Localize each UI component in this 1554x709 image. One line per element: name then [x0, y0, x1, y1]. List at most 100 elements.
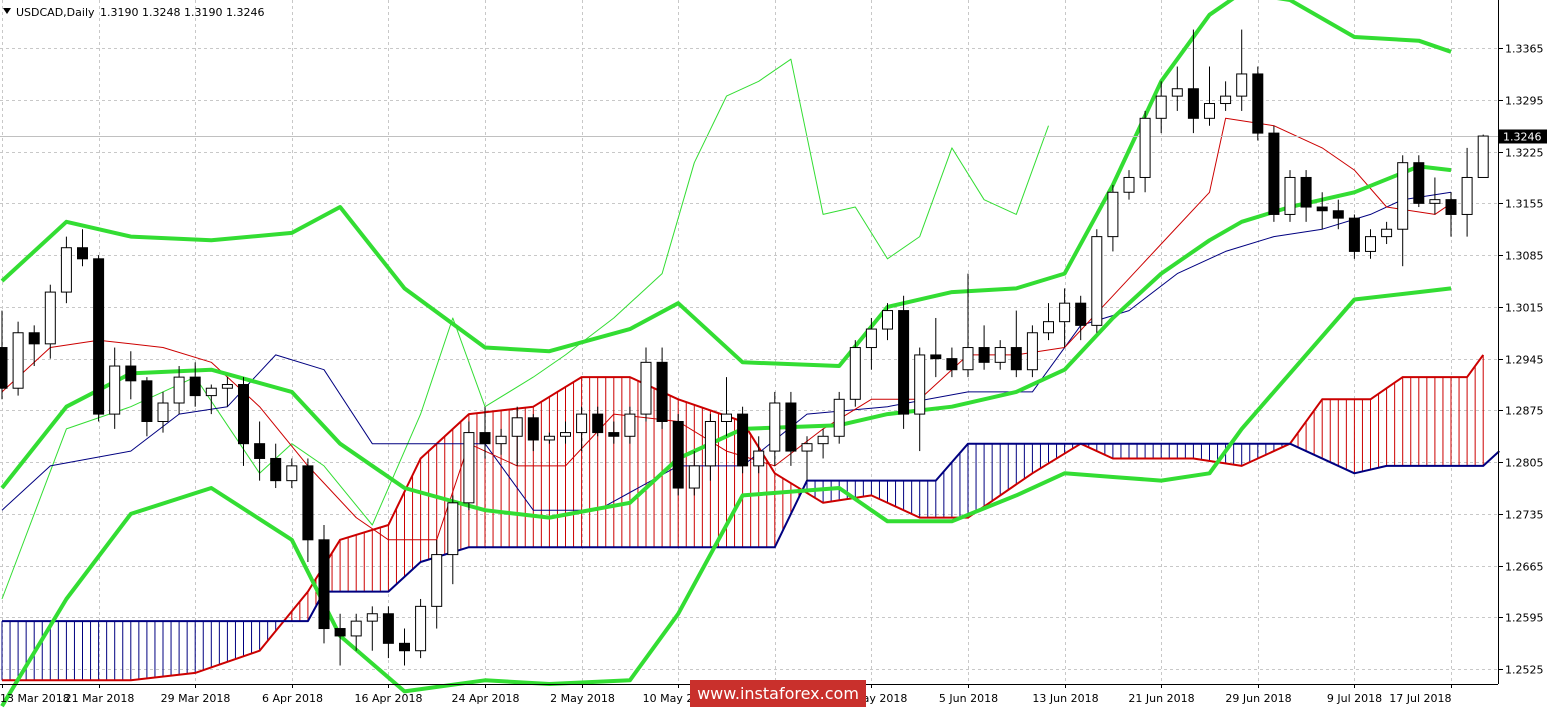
triangle-down-icon[interactable]	[3, 8, 11, 14]
candle-bearish	[1348, 214, 1360, 259]
senkou-span-a-line	[2, 354, 1485, 682]
candle-bullish	[688, 451, 700, 496]
candle-bullish	[865, 317, 877, 370]
candle-body	[125, 365, 137, 382]
candle-bearish	[77, 229, 88, 267]
candle-body	[447, 502, 459, 556]
candle-bearish	[672, 414, 684, 496]
candle-bullish	[1236, 29, 1248, 111]
candle-bearish	[1316, 192, 1328, 230]
candle-body	[366, 613, 378, 622]
y-tick-label: 1.2665	[1505, 561, 1544, 574]
candle-body	[0, 347, 8, 389]
y-tick-label: 1.2945	[1505, 354, 1544, 367]
candle-bullish	[1091, 229, 1103, 333]
candle-body	[1236, 73, 1248, 97]
candle-bullish	[833, 391, 845, 444]
y-tick-label: 1.2875	[1505, 405, 1544, 418]
x-tick-label: 29 Jun 2018	[1225, 692, 1291, 705]
candle-body	[1413, 162, 1425, 204]
candle-bullish	[286, 458, 298, 489]
candle-body	[656, 361, 668, 422]
candle-bearish	[1445, 192, 1457, 237]
candle-body	[1123, 176, 1135, 193]
candle-bullish	[1026, 325, 1038, 378]
candle-bearish	[592, 406, 604, 437]
candle-body	[1381, 228, 1393, 238]
candle-body	[1477, 135, 1489, 178]
watermark-text[interactable]: www.instaforex.com	[697, 684, 859, 703]
candle-body	[1348, 217, 1360, 252]
candle-bullish	[431, 539, 443, 629]
candle-bearish	[0, 310, 8, 400]
candle-bullish	[415, 598, 427, 659]
candle-body	[157, 402, 169, 422]
candle-body	[286, 465, 298, 482]
candle-bearish	[946, 347, 958, 378]
candle-bullish	[366, 606, 378, 651]
candle-body	[576, 413, 588, 434]
candle-body	[77, 247, 88, 260]
candle-body	[737, 413, 749, 467]
y-tick-label: 1.3365	[1505, 43, 1544, 56]
candle-body	[141, 380, 153, 422]
watermark[interactable]: www.instaforex.com	[690, 680, 866, 707]
candle-bearish	[1300, 170, 1312, 222]
candle-body	[1059, 302, 1071, 323]
candle-bullish	[704, 414, 716, 481]
candle-bearish	[318, 525, 330, 644]
candle-bullish	[60, 236, 72, 304]
candle-bullish	[1461, 147, 1473, 237]
candle-bullish	[221, 377, 233, 407]
candle-bullish	[1397, 155, 1409, 267]
candle-body	[1316, 206, 1328, 212]
candle-bullish	[1429, 177, 1441, 215]
candle-bullish	[1043, 303, 1054, 341]
candle-body	[640, 361, 652, 415]
y-tick-label: 1.2595	[1505, 612, 1544, 625]
candle-body	[1220, 95, 1232, 105]
candle-bearish	[930, 317, 942, 378]
candle-bullish	[1139, 110, 1151, 193]
y-tick-label: 1.3015	[1505, 302, 1544, 315]
x-tick-label: 17 Jul 2018	[1389, 692, 1451, 705]
candle-bearish	[1268, 125, 1280, 222]
candle-body	[1204, 103, 1215, 119]
candle-body	[704, 420, 716, 467]
candle-body	[946, 358, 958, 371]
candle-bullish	[1204, 66, 1215, 126]
candle-body	[44, 291, 56, 345]
y-tick-label: 1.3155	[1505, 198, 1544, 211]
candle-body	[1010, 347, 1022, 371]
candle-bullish	[157, 391, 169, 433]
candle-bullish	[624, 406, 636, 444]
candle-bullish	[447, 495, 459, 585]
candle-body	[962, 347, 974, 371]
candle-bullish	[205, 384, 217, 415]
candle-body	[302, 465, 314, 541]
x-tick-label: 6 Apr 2018	[262, 692, 323, 705]
candle-bullish	[1381, 221, 1393, 245]
watermark-box[interactable]	[690, 680, 866, 707]
x-tick-label: 13 Jun 2018	[1032, 692, 1098, 705]
candle-body	[688, 465, 700, 489]
candle-bullish	[1365, 229, 1376, 259]
candle-bullish	[721, 377, 732, 437]
candle-bearish	[189, 362, 201, 407]
candle-body	[1461, 176, 1473, 215]
y-tick-label: 1.2525	[1505, 664, 1544, 677]
candle-bearish	[1187, 29, 1199, 134]
candle-body	[431, 554, 443, 607]
y-axis: 1.3365 1.3295 1.3225 1.3155 1.3085 1.3015 1.29…	[1498, 43, 1544, 677]
bollinger-lower-line	[0, 286, 1452, 708]
candle-bullish	[994, 340, 1006, 370]
candle-body	[1268, 132, 1280, 215]
candle-body	[479, 432, 491, 445]
candle-body	[898, 310, 910, 415]
candle-body	[415, 605, 427, 652]
candle-bullish	[44, 284, 56, 359]
x-tick-label: 29 Mar 2018	[161, 692, 231, 705]
candle-bullish	[1123, 170, 1135, 200]
candle-bullish	[1284, 170, 1296, 222]
chart-header[interactable]: USDCAD,Daily 1.3190 1.3248 1.3190 1.3246	[3, 6, 264, 19]
